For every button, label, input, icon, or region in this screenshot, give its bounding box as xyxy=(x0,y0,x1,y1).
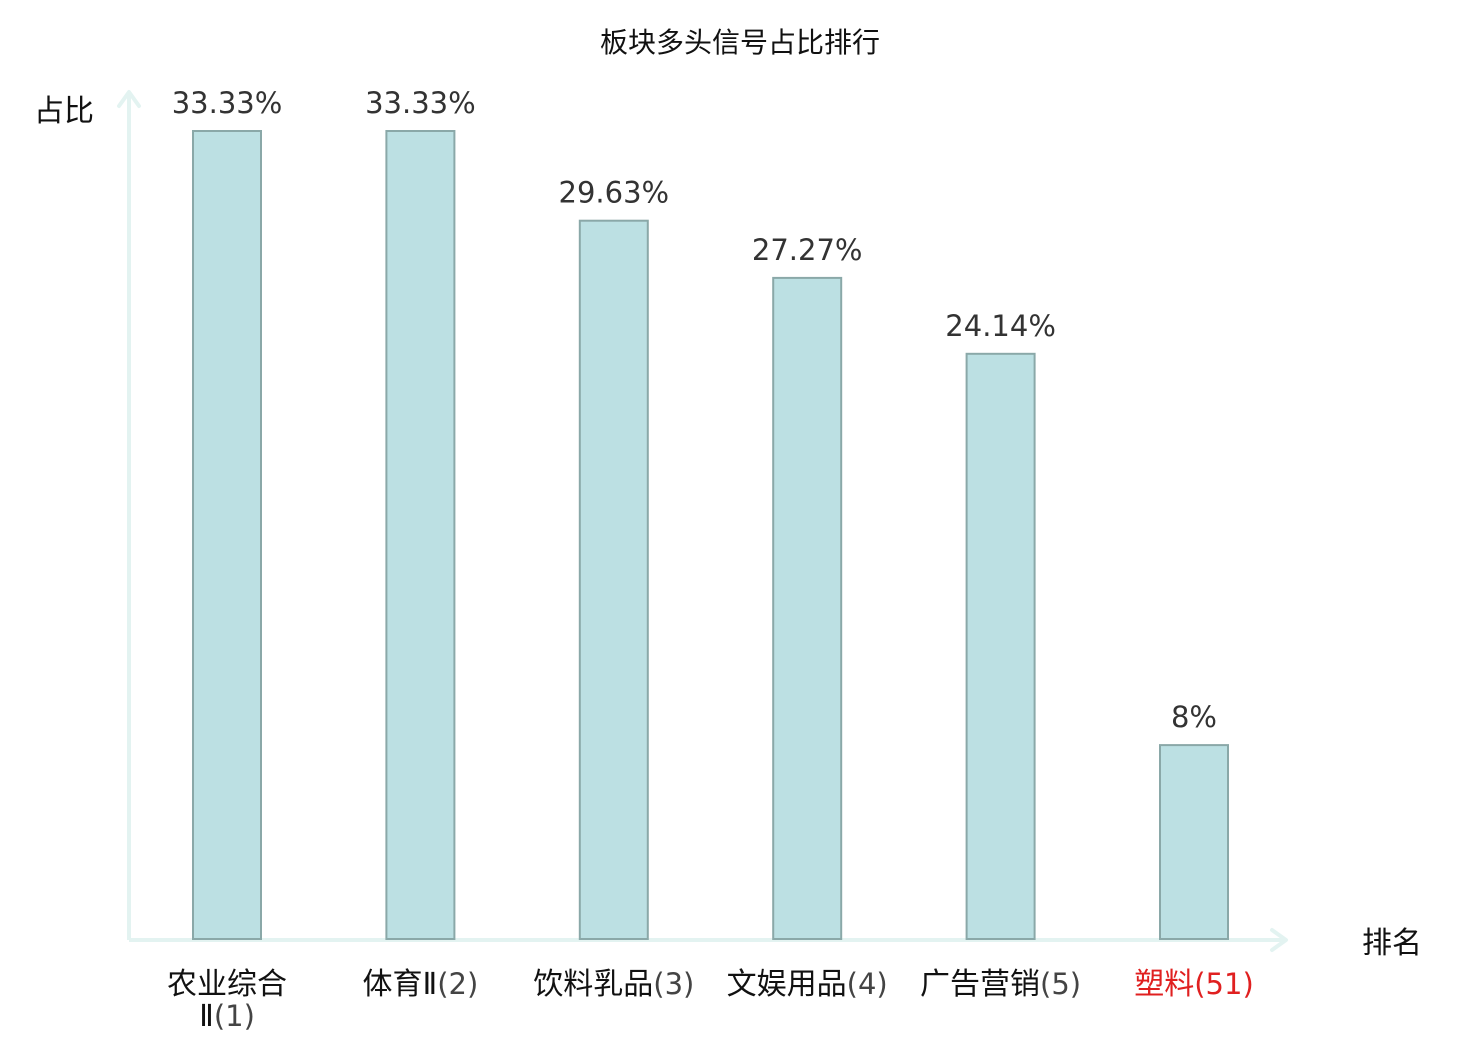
category-label-5: 广告营销(5) xyxy=(920,967,1081,1002)
category-label-4: 文娱用品(4) xyxy=(727,967,888,1002)
category-name-line: Ⅱ xyxy=(199,999,214,1034)
category-rank: (51) xyxy=(1194,967,1254,1001)
category-name-line: 广告营销 xyxy=(920,967,1040,1002)
y-axis-arrow xyxy=(117,90,141,108)
category-label-6: 塑料(51) xyxy=(1134,967,1254,1002)
bar-2 xyxy=(385,130,456,940)
value-label-3: 29.63% xyxy=(559,176,670,210)
category-name-line: 农业综合 xyxy=(167,967,287,1002)
bar-4 xyxy=(772,276,843,940)
bar-3 xyxy=(578,219,649,940)
y-axis-label: 占比 xyxy=(34,94,94,129)
value-label-2: 33.33% xyxy=(365,86,476,120)
category-name-line: 文娱用品 xyxy=(727,967,847,1002)
category-name-line: 饮料乳品 xyxy=(533,967,653,1002)
category-label-1: 农业综合 Ⅱ(1) xyxy=(167,967,287,1034)
chart-title: 板块多头信号占比排行 xyxy=(600,26,880,59)
value-label-6: 8% xyxy=(1171,700,1217,734)
bar-5 xyxy=(965,352,1036,940)
bars xyxy=(192,130,1229,940)
category-name-line: 体育Ⅱ xyxy=(362,967,437,1002)
category-rank: (2) xyxy=(437,967,478,1001)
value-label-1: 33.33% xyxy=(172,86,283,120)
value-label-4: 27.27% xyxy=(752,233,863,267)
x-axis-arrow xyxy=(1270,928,1288,952)
value-labels: 33.33% 33.33% 29.63% 27.27% 24.14% 8% xyxy=(172,86,1217,734)
category-label-2: 体育Ⅱ(2) xyxy=(362,967,478,1002)
category-labels: 农业综合 Ⅱ(1) 体育Ⅱ(2) 饮料乳品(3) 文娱用品(4) 广告营销(5) 塑料(51… xyxy=(167,967,1254,1034)
category-rank: (3) xyxy=(653,967,694,1001)
category-name-line: 塑料 xyxy=(1134,967,1194,1002)
bar-6 xyxy=(1159,744,1229,940)
category-label-3: 饮料乳品(3) xyxy=(533,967,694,1002)
x-axis-label: 排名 xyxy=(1362,926,1422,961)
category-rank: (1) xyxy=(214,999,255,1033)
category-rank: (4) xyxy=(847,967,888,1001)
value-label-5: 24.14% xyxy=(945,309,1056,343)
bar-1 xyxy=(192,130,262,940)
category-rank: (5) xyxy=(1040,967,1081,1001)
